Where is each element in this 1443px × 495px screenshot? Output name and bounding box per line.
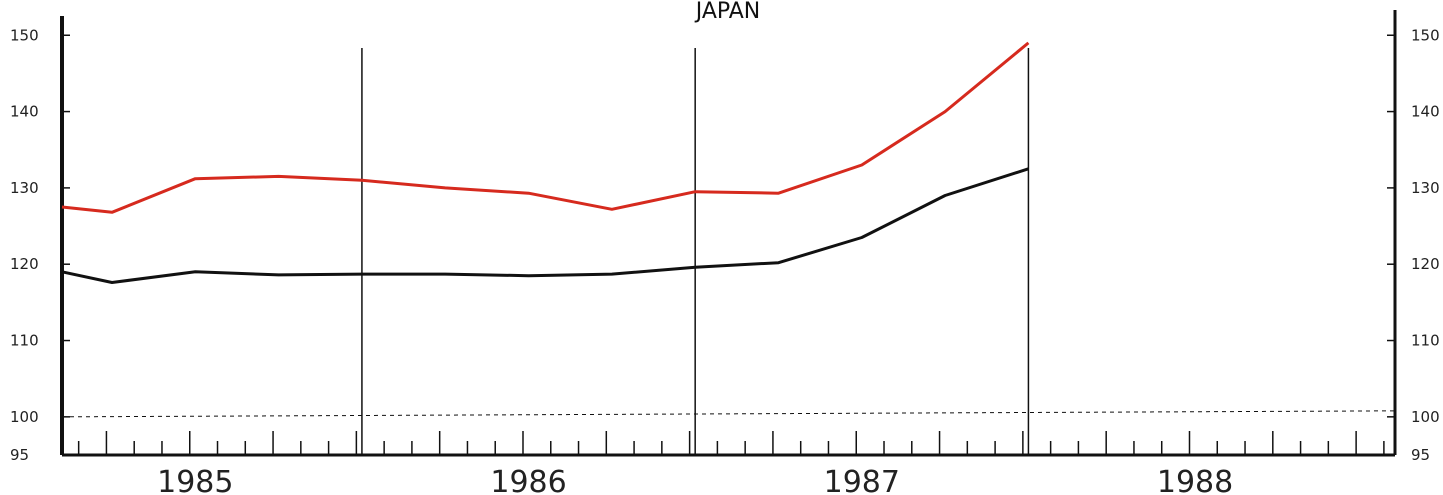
reference-line-100 — [61, 410, 1396, 418]
y-tick-right-label: 110 — [1411, 332, 1440, 350]
series-line-2 — [61, 167, 1029, 284]
y-tick-left-label: 150 — [10, 26, 39, 44]
x-tick-label: 1987 — [824, 465, 900, 495]
y-tick-left-label: 110 — [10, 332, 39, 350]
y-tick-right-label: 140 — [1411, 103, 1440, 121]
y-tick-right-label: 130 — [1411, 179, 1440, 197]
y-tick-left-label: 95 — [10, 446, 29, 464]
x-tick-label: 1986 — [490, 465, 566, 495]
x-tick-label: 1988 — [1157, 465, 1233, 495]
y-tick-right-label: 150 — [1411, 26, 1440, 44]
y-tick-left-label: 130 — [10, 179, 39, 197]
y-tick-left-label: 100 — [10, 408, 39, 426]
y-tick-left-label: 120 — [10, 255, 39, 273]
y-tick-right-label: 120 — [1411, 255, 1440, 273]
y-tick-right-label: 100 — [1411, 408, 1440, 426]
y-tick-left-label: 140 — [10, 103, 39, 121]
series-line-1 — [61, 41, 1030, 214]
y-tick-right-label: 95 — [1411, 446, 1430, 464]
x-tick-label: 1985 — [157, 465, 233, 495]
chart-title: JAPAN — [694, 0, 761, 24]
